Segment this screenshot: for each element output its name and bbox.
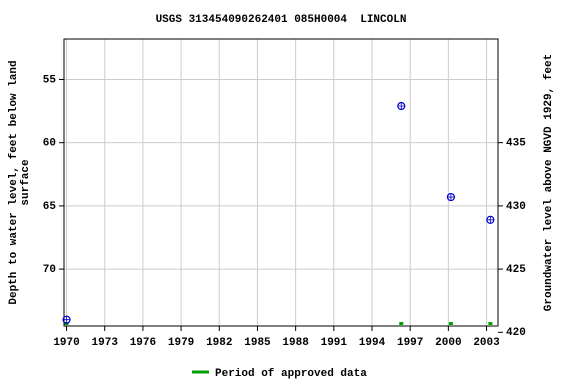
y2-tick-label: 420 [506, 327, 526, 339]
y2-tick-label: 430 [506, 201, 526, 213]
approved-period [448, 322, 453, 325]
y-tick-label: 65 [43, 201, 57, 213]
x-tick-label: 1979 [168, 337, 194, 349]
x-tick-label: 2000 [435, 337, 461, 349]
y-axis-label-line: Depth to water level, feet below land [8, 60, 20, 304]
x-tick-label: 1982 [206, 337, 232, 349]
x-tick-label: 1991 [321, 337, 348, 349]
y-axis-label: Depth to water level, feet below landsur… [8, 60, 32, 304]
data-point-cross [397, 102, 405, 110]
y-tick-label: 60 [43, 138, 56, 150]
x-tick-label: 2003 [473, 337, 500, 349]
approved-period [399, 322, 404, 325]
legend-label: Period of approved data [215, 368, 367, 380]
approved-period [488, 322, 493, 325]
x-tick-label: 1970 [53, 337, 79, 349]
chart-title: USGS 313454090262401 085H0004 LINCOLN [156, 14, 407, 26]
y2-tick-label: 425 [506, 264, 526, 276]
x-tick-label: 1994 [359, 337, 386, 349]
y2-axis-label: Groundwater level above NGVD 1929, feet [543, 54, 555, 311]
y-tick-label: 70 [43, 264, 56, 276]
x-tick-label: 1985 [244, 337, 271, 349]
y-axis-label-line: surface [20, 159, 32, 206]
data-point-cross [486, 216, 494, 224]
data-point-cross [447, 193, 455, 201]
y-tick-label: 55 [43, 74, 57, 86]
x-tick-label: 1976 [130, 337, 156, 349]
y2-tick-label: 435 [506, 138, 526, 150]
plot-frame [63, 38, 499, 327]
x-tick-label: 1973 [92, 337, 119, 349]
x-tick-label: 1988 [282, 337, 309, 349]
x-tick-label: 1997 [397, 337, 423, 349]
data-point-cross [63, 316, 71, 324]
